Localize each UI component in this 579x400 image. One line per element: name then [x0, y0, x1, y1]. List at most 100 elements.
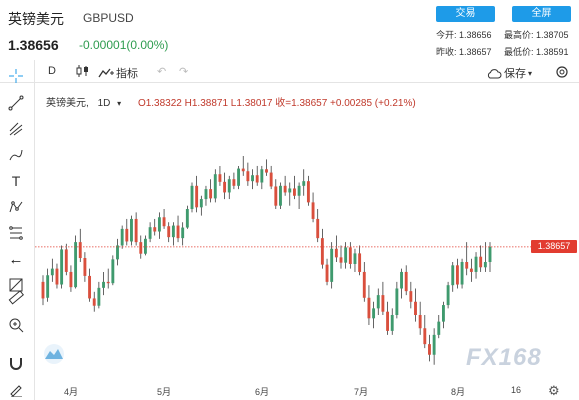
candle-body: [372, 308, 376, 319]
candle: [157, 212, 161, 239]
ruler-icon[interactable]: [5, 286, 27, 308]
candle: [237, 165, 241, 190]
candle-body: [279, 185, 282, 206]
candle: [432, 328, 436, 365]
candle: [213, 169, 217, 203]
price-change: -0.00001(0.00%): [79, 38, 169, 52]
candle-body: [176, 225, 180, 239]
candle-body: [120, 228, 124, 246]
text-tool-icon[interactable]: T: [11, 173, 21, 189]
candle: [400, 268, 403, 299]
chart-settings-icon[interactable]: ⚙: [548, 383, 560, 398]
zoom-in-icon[interactable]: [5, 314, 27, 336]
candle-body: [288, 188, 292, 193]
chart-logo-icon[interactable]: [44, 344, 64, 364]
candle-body: [46, 275, 50, 298]
cloud-icon: [487, 68, 502, 78]
candle: [195, 175, 199, 213]
candle: [74, 235, 78, 289]
candle: [181, 222, 185, 246]
candle: [414, 288, 417, 322]
candle: [143, 235, 147, 256]
measure-icon[interactable]: [5, 274, 27, 296]
redo-icon[interactable]: ↷: [179, 66, 189, 78]
candle: [255, 165, 259, 186]
candle: [176, 215, 180, 243]
candle: [88, 268, 92, 302]
candle-body: [130, 218, 133, 242]
candle-body: [390, 315, 394, 331]
candle: [339, 245, 343, 269]
pattern-icon[interactable]: [5, 196, 27, 218]
crosshair-icon[interactable]: [5, 65, 27, 87]
candle-body: [97, 287, 101, 306]
candle: [311, 192, 315, 223]
trade-button[interactable]: 交易: [436, 6, 495, 22]
candle: [297, 182, 301, 209]
x-tick: 16: [511, 385, 522, 395]
candle: [316, 209, 320, 243]
candle-body: [134, 218, 138, 243]
candle: [474, 252, 478, 279]
candle-body: [474, 256, 478, 272]
indicators-button[interactable]: 指标: [98, 65, 138, 81]
save-button[interactable]: 保存 ▾: [486, 65, 532, 81]
candle-body: [237, 168, 241, 186]
watermark-logo: FX168: [466, 344, 542, 371]
candle-body: [409, 291, 413, 302]
candlestick-chart[interactable]: [35, 83, 579, 400]
fullscreen-button[interactable]: 全屏: [512, 6, 571, 22]
candle: [381, 281, 385, 315]
candle-body: [50, 268, 54, 276]
candle-body: [344, 247, 348, 263]
candle: [171, 222, 175, 246]
candle-body: [41, 281, 45, 299]
candle: [395, 281, 399, 319]
candle-body: [414, 301, 417, 315]
candle-body: [162, 217, 166, 227]
candle-body: [395, 288, 399, 315]
settings-icon[interactable]: [555, 65, 569, 79]
candle: [465, 242, 469, 276]
brush-icon[interactable]: [5, 144, 27, 166]
candle: [269, 165, 273, 190]
candle-body: [274, 186, 278, 206]
stat-high: 最高价: 1.38705: [504, 30, 569, 40]
chevron-down-icon: ▾: [528, 68, 533, 78]
candle: [83, 252, 87, 282]
candle-body: [325, 264, 329, 282]
candle-body: [292, 188, 296, 196]
candle: [218, 165, 222, 186]
candle-body: [428, 344, 431, 355]
candle-body: [227, 179, 231, 193]
candle: [204, 185, 208, 206]
candle: [479, 245, 483, 272]
candle-body: [74, 242, 78, 288]
candle-body: [320, 238, 324, 265]
candle-body: [269, 172, 273, 187]
back-arrow-icon[interactable]: ←: [8, 250, 24, 268]
candle: [162, 209, 166, 229]
candle-body: [213, 174, 217, 199]
interval-selector[interactable]: D: [48, 65, 56, 77]
candle-style-icon[interactable]: [76, 65, 90, 77]
candle: [488, 242, 492, 272]
fib-levels-icon[interactable]: [5, 222, 27, 244]
candle: [460, 258, 464, 289]
lock-draw-icon[interactable]: [5, 378, 27, 400]
magnet-icon[interactable]: [5, 352, 27, 374]
legend-ohlc: O1.38322 H1.38871 L1.38017 收=1.38657 +0.…: [137, 98, 416, 109]
candle-body: [106, 281, 110, 284]
pitchfork-icon[interactable]: [5, 118, 27, 140]
candle-body: [153, 227, 157, 232]
candle: [265, 159, 268, 176]
candle-body: [437, 321, 441, 335]
trendline-icon[interactable]: [5, 92, 27, 114]
candle-body: [358, 253, 362, 272]
candle-body: [157, 217, 161, 232]
undo-icon[interactable]: ↶: [157, 66, 167, 78]
candle-body: [330, 248, 334, 282]
candle: [130, 215, 133, 246]
candle-body: [69, 271, 73, 288]
candle-body: [451, 265, 455, 286]
